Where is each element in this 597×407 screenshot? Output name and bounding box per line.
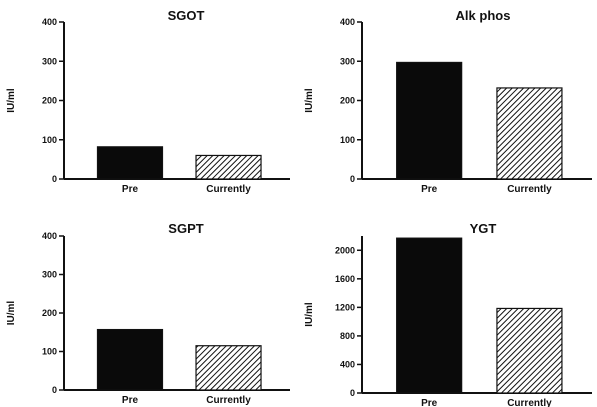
y-tick-label: 0	[350, 388, 355, 398]
y-tick-label: 1600	[335, 274, 355, 284]
y-tick-label: 200	[340, 96, 355, 106]
chart-panel-sgot: SGOT IU/ml 0 100 200 300 400 Pre Currently	[6, 8, 290, 195]
x-tick-label-pre: Pre	[421, 398, 438, 407]
y-tick-label: 0	[350, 174, 355, 184]
y-tick-label: 400	[340, 17, 355, 27]
bar-pre	[396, 237, 463, 394]
x-tick-label-pre: Pre	[122, 395, 139, 406]
chart-title: SGPT	[168, 221, 203, 236]
y-tick-label: 800	[340, 331, 355, 341]
chart-panel-ygt: YGT IU/ml 0 400 800 1200 1600 2000 Pre Currently	[304, 221, 592, 407]
y-tick-label: 2000	[335, 245, 355, 255]
y-tick-label: 1200	[335, 302, 355, 312]
chart-title: SGOT	[168, 8, 205, 23]
y-tick-label: 100	[42, 135, 57, 145]
x-tick-label-pre: Pre	[421, 184, 438, 195]
chart-title: YGT	[470, 221, 497, 236]
y-tick-label: 100	[340, 135, 355, 145]
y-tick-label: 100	[42, 347, 57, 357]
bar-pre	[396, 61, 463, 180]
y-tick-label: 400	[340, 359, 355, 369]
x-tick-label-currently: Currently	[206, 395, 251, 406]
bar-currently	[496, 87, 563, 180]
x-tick-label-pre: Pre	[122, 184, 139, 195]
y-tick-label: 300	[340, 56, 355, 66]
y-axis-label: IU/ml	[6, 88, 17, 113]
bar-pre	[96, 328, 164, 391]
bar-currently	[195, 345, 262, 391]
bar-pre	[96, 146, 164, 180]
y-tick-label: 300	[42, 56, 57, 66]
x-tick-label-currently: Currently	[507, 184, 552, 195]
y-axis-label: IU/ml	[304, 302, 315, 327]
y-tick-label: 0	[52, 385, 57, 395]
bar-currently	[496, 307, 563, 394]
chart-title: Alk phos	[456, 8, 511, 23]
y-tick-label: 200	[42, 308, 57, 318]
y-axis-label: IU/ml	[6, 301, 17, 326]
y-tick-label: 0	[52, 174, 57, 184]
bar-currently	[195, 154, 262, 180]
y-tick-label: 400	[42, 231, 57, 241]
x-tick-label-currently: Currently	[507, 398, 552, 407]
chart-panel-alk-phos: Alk phos IU/ml 0 100 200 300 400 Pre Currently	[304, 8, 592, 195]
y-tick-label: 200	[42, 96, 57, 106]
x-tick-label-currently: Currently	[206, 184, 251, 195]
y-axis-label: IU/ml	[304, 88, 315, 113]
y-tick-label: 300	[42, 270, 57, 280]
chart-panel-sgpt: SGPT IU/ml 0 100 200 300 400 Pre Currently	[6, 221, 290, 406]
y-tick-label: 400	[42, 17, 57, 27]
